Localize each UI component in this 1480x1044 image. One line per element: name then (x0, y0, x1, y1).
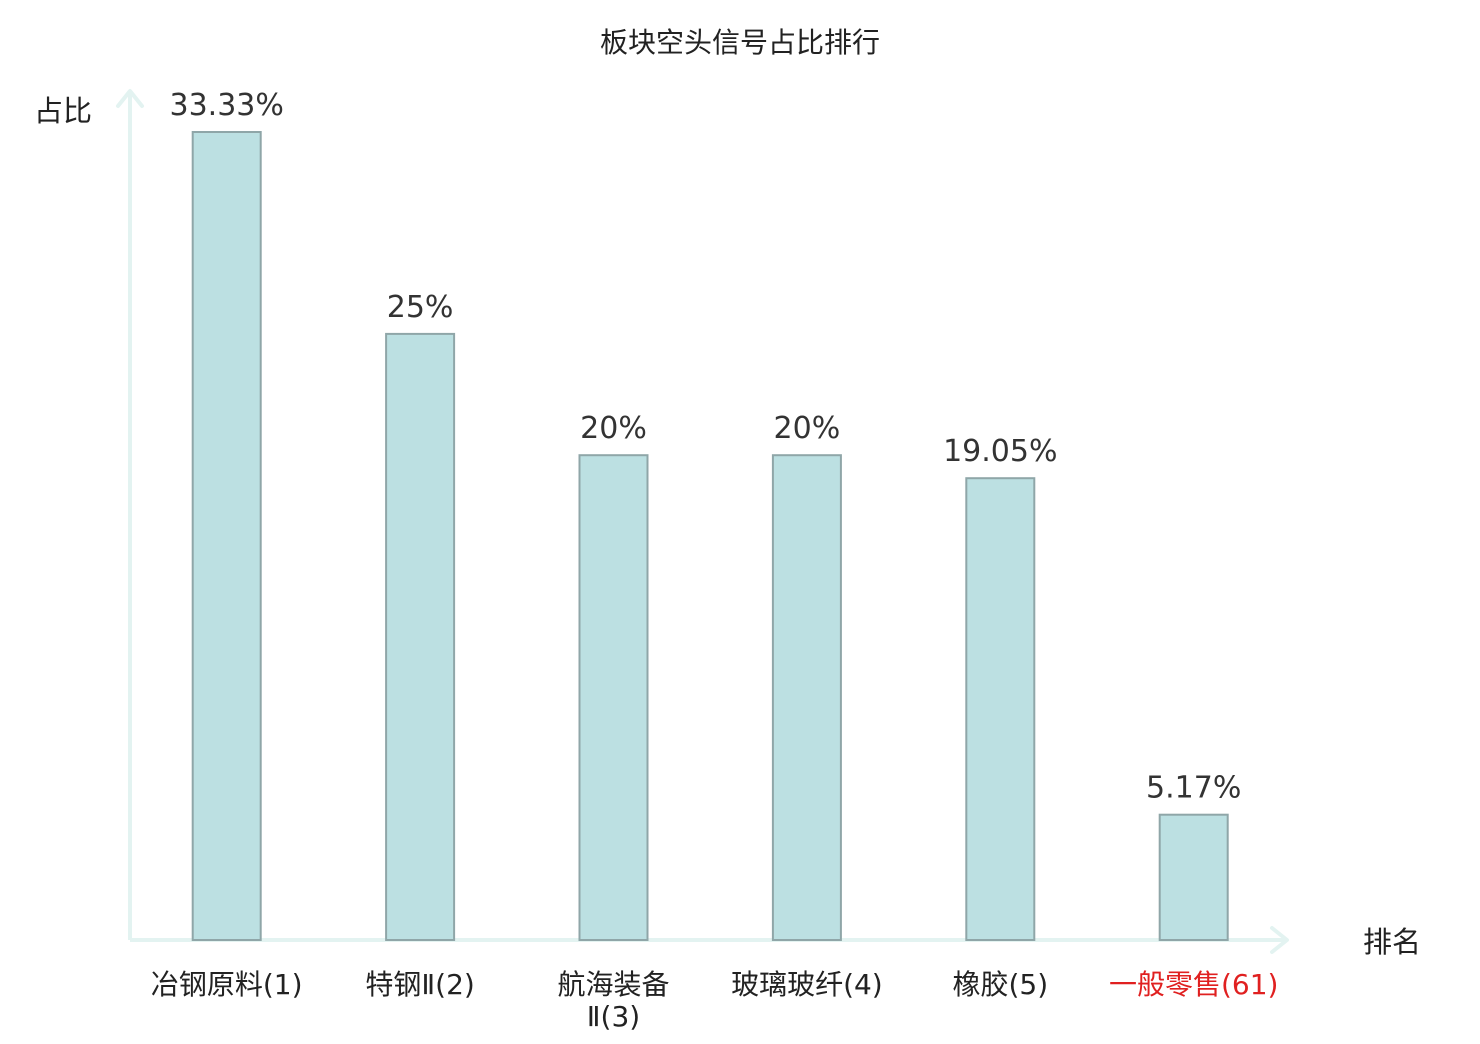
x-tick-label: 航海装备 (557, 968, 669, 1001)
bar-value-label: 25% (387, 290, 454, 325)
x-axis-label: 排名 (1363, 925, 1421, 959)
y-axis-label: 占比 (34, 94, 92, 128)
x-axis-arrow-icon (1270, 926, 1289, 954)
y-axis-arrow-icon (116, 89, 144, 108)
x-tick-label: 一般零售(61) (1109, 968, 1278, 1001)
bar-value-label: 19.05% (943, 434, 1057, 469)
value-labels-group: 33.33% 25% 20% 20% 19.05% 5.17% (170, 88, 1242, 806)
bar (965, 477, 1036, 941)
bar (771, 454, 842, 941)
x-tick-label: 玻璃玻纤(4) (731, 968, 883, 1001)
bars-group (191, 131, 1229, 942)
bar (191, 131, 262, 941)
chart-title: 板块空头信号占比排行 (600, 26, 880, 59)
x-tick-label: 特钢Ⅱ(2) (365, 968, 474, 1001)
bar-value-label: 20% (580, 411, 647, 446)
bar (578, 454, 649, 941)
bar (1158, 813, 1229, 942)
x-tick-label: 冶钢原料(1) (151, 968, 303, 1001)
bar-value-label: 5.17% (1146, 771, 1241, 806)
x-tick-label: Ⅱ(3) (587, 1000, 640, 1033)
axes (116, 89, 1289, 954)
bar-value-label: 20% (774, 411, 841, 446)
x-tick-label: 橡胶(5) (952, 968, 1048, 1001)
bar (385, 332, 456, 941)
bar-value-label: 33.33% (170, 88, 284, 123)
